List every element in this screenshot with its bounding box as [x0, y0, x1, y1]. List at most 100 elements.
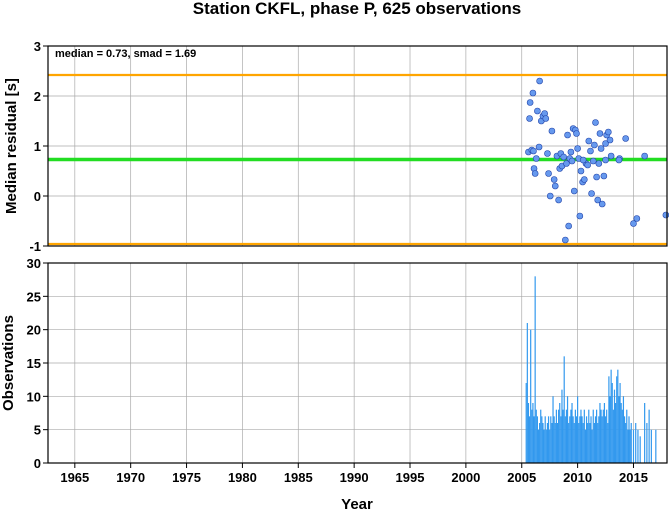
- observation-bar: [620, 403, 622, 463]
- observation-bar: [547, 416, 550, 463]
- residual-point: [600, 172, 608, 180]
- observation-bars: [525, 276, 657, 463]
- residual-point: [605, 128, 612, 136]
- observation-bar: [531, 409, 533, 463]
- observation-bar: [539, 423, 541, 463]
- observation-bar: [592, 409, 594, 463]
- residual-point: [630, 220, 637, 227]
- observation-bar: [542, 423, 544, 463]
- observation-bar: [650, 429, 652, 463]
- observation-bar: [594, 416, 597, 463]
- observation-bar: [612, 409, 614, 463]
- x-axis-label: Year: [341, 496, 373, 511]
- residual-point: [564, 131, 571, 139]
- observation-bar: [599, 403, 601, 463]
- residual-point: [581, 176, 588, 183]
- residual-point: [529, 89, 537, 97]
- observation-bar: [583, 409, 585, 463]
- x-tick-label: 1980: [228, 470, 257, 485]
- observation-bar: [527, 403, 530, 463]
- observation-bar: [550, 416, 552, 463]
- observation-bar: [619, 383, 621, 463]
- residual-point: [546, 192, 554, 200]
- observation-bar: [571, 403, 573, 463]
- observation-bar: [564, 416, 566, 463]
- observation-bar: [533, 416, 535, 463]
- observation-bar: [534, 276, 536, 463]
- observation-bar: [618, 396, 620, 463]
- residual-point: [584, 161, 591, 169]
- observation-bar: [578, 423, 580, 463]
- observation-bar: [536, 416, 538, 463]
- observation-bar: [565, 409, 568, 463]
- observation-bar: [575, 416, 578, 463]
- residual-point: [534, 107, 541, 115]
- observation-bar: [545, 429, 547, 463]
- observation-bar: [535, 409, 537, 463]
- x-tick-label: 2000: [451, 470, 480, 485]
- observation-bar: [585, 416, 588, 463]
- observation-bar: [552, 396, 554, 463]
- observation-bar: [628, 416, 630, 463]
- observation-bar: [530, 329, 532, 463]
- observation-bar: [607, 423, 609, 463]
- residual-point: [574, 145, 581, 152]
- observation-bar: [597, 423, 599, 463]
- x-tick-label: 1990: [340, 470, 369, 485]
- observation-bar: [648, 409, 650, 463]
- chart-title: Station CKFL, phase P, 625 observations: [193, 0, 521, 18]
- observation-bar: [525, 383, 527, 463]
- residual-point: [589, 157, 597, 165]
- observation-bar: [644, 403, 646, 463]
- residual-point: [585, 137, 593, 145]
- observation-bar: [626, 409, 628, 463]
- observations-y-ticks: 0 5 10 15 20 25 30: [27, 256, 48, 471]
- observations-y-tick-label: 5: [34, 423, 41, 438]
- residual-point: [615, 156, 623, 164]
- observation-bar: [528, 416, 531, 463]
- observation-bar: [591, 429, 593, 463]
- residual-y-tick-label: -1: [29, 239, 41, 254]
- observation-bar: [639, 436, 641, 463]
- residual-point: [595, 160, 603, 167]
- residual-point: [579, 156, 587, 164]
- residual-point: [532, 155, 540, 162]
- x-tick-label: 1965: [60, 470, 89, 485]
- residual-point: [633, 215, 641, 222]
- observation-bar: [573, 423, 575, 463]
- residual-point: [587, 147, 594, 155]
- observation-bar: [556, 423, 559, 463]
- observations-y-tick-label: 30: [27, 256, 41, 271]
- residual-y-tick-label: 2: [34, 89, 41, 104]
- residual-point: [602, 140, 609, 147]
- residual-point: [567, 148, 575, 156]
- residual-y-tick-label: 1: [34, 139, 41, 154]
- year-x-ticks: 1965 1970 1975 1980 1985 1990 1995 2000 2005 2010…: [60, 463, 648, 485]
- observations-y-tick-label: 10: [27, 389, 41, 404]
- residual-point: [641, 152, 648, 160]
- observation-bar: [551, 423, 553, 463]
- observation-bar: [555, 409, 557, 463]
- residual-point: [555, 196, 562, 204]
- residual-point: [560, 153, 567, 161]
- observation-bar: [560, 416, 562, 463]
- observation-bar: [596, 409, 598, 463]
- x-tick-label: 1985: [284, 470, 313, 485]
- observation-bar: [604, 416, 607, 463]
- observation-bar: [549, 429, 551, 463]
- x-tick-label: 2005: [507, 470, 536, 485]
- residual-point: [563, 160, 570, 167]
- observation-bar: [611, 383, 613, 463]
- observation-bar: [608, 376, 610, 463]
- residual-point: [594, 196, 602, 204]
- median-smad-annotation: median = 0.73, smad = 1.69: [55, 48, 196, 60]
- observation-bar: [544, 416, 546, 463]
- observation-bar: [579, 416, 581, 463]
- residual-point: [597, 145, 605, 152]
- observation-bar: [581, 416, 583, 463]
- observation-bar: [546, 423, 549, 463]
- residual-point: [592, 119, 599, 126]
- observation-bar: [625, 423, 627, 463]
- observations-y-tick-label: 25: [27, 289, 41, 304]
- residual-point: [596, 130, 604, 137]
